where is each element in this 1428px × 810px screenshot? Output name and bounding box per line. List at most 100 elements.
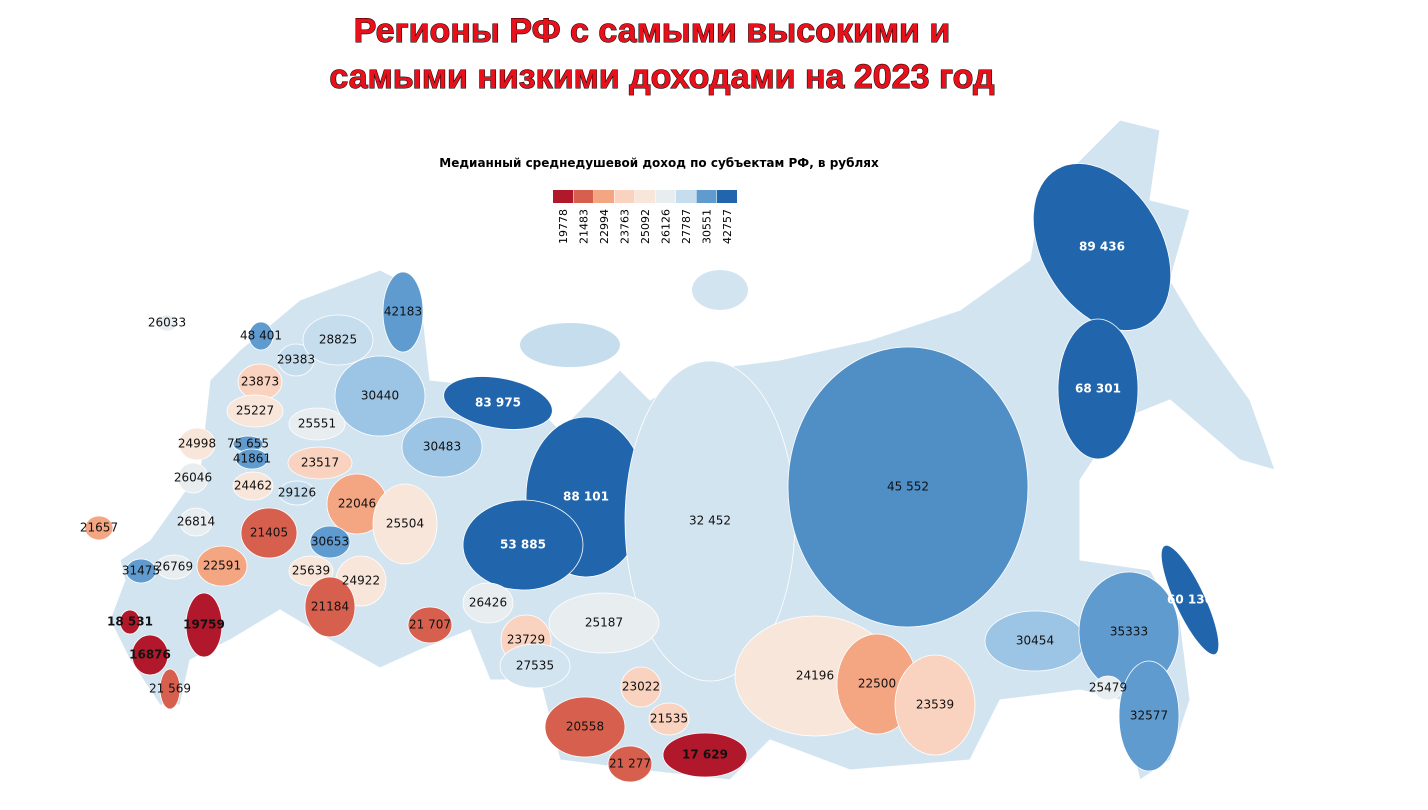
region-label: 26814	[177, 515, 215, 529]
region-label: 21535	[650, 712, 688, 726]
region	[787, 346, 1029, 628]
region-label: 30483	[423, 440, 461, 454]
region	[382, 271, 424, 353]
region	[1093, 675, 1123, 701]
region-label: 21405	[250, 526, 288, 540]
region-label: 20558	[566, 720, 604, 734]
region-label: 45 552	[887, 480, 929, 494]
region-label: 25227	[236, 404, 274, 418]
region	[240, 507, 298, 559]
region	[232, 471, 274, 501]
region-label: 21 707	[409, 618, 451, 632]
region	[302, 314, 374, 366]
region	[544, 696, 626, 758]
region-label: 18 531	[107, 615, 153, 629]
region	[278, 480, 316, 506]
region	[235, 448, 269, 470]
region	[196, 545, 248, 587]
region	[185, 592, 223, 658]
legend-swatch	[553, 190, 573, 203]
region	[462, 499, 584, 591]
legend-title: Медианный среднедушевой доход по субъект…	[439, 156, 879, 170]
region-label: 21184	[311, 600, 349, 614]
region	[462, 582, 514, 624]
region-label: 24196	[796, 669, 834, 683]
legend-label: 30551	[701, 209, 714, 244]
region-label: 17 629	[682, 748, 728, 762]
map: 26033 48 401 29383 28825 42183 23873 25227 3044…	[80, 119, 1276, 783]
region-label: 29126	[278, 486, 316, 500]
region-label: 25187	[585, 616, 623, 630]
legend-label: 25092	[639, 209, 652, 244]
region-label: 89 436	[1079, 240, 1125, 254]
region	[287, 446, 353, 480]
region-label: 24462	[234, 479, 272, 493]
legend-label: 23763	[619, 209, 632, 244]
island	[520, 323, 620, 367]
region	[1032, 163, 1172, 331]
region-label: 19759	[183, 618, 225, 632]
region	[84, 515, 114, 541]
legend-label: 42757	[721, 209, 734, 244]
region	[226, 394, 284, 428]
region	[648, 702, 690, 736]
region-label: 35333	[1110, 625, 1148, 639]
region-label: 32 452	[689, 514, 731, 528]
region-label: 23022	[622, 680, 660, 694]
region-label: 21 277	[609, 757, 651, 771]
region-label: 23517	[301, 456, 339, 470]
region-label: 23729	[507, 633, 545, 647]
legend-label: 21483	[578, 209, 591, 244]
legend-swatch	[635, 190, 655, 203]
region-label: 60 136	[1167, 593, 1213, 607]
region	[499, 643, 571, 689]
region-label: 26033	[148, 316, 186, 330]
region	[155, 554, 193, 580]
region	[309, 525, 351, 559]
region-label: 24998	[178, 437, 216, 451]
title-line: самыми низкими доходами на 2023 год	[329, 58, 994, 96]
region-label: 75 655	[227, 437, 269, 451]
region-label: 25551	[298, 417, 336, 431]
region-label: 29383	[277, 353, 315, 367]
legend-swatch	[655, 190, 676, 203]
island	[692, 270, 748, 310]
region	[334, 355, 426, 437]
region	[179, 507, 213, 537]
legend-swatch	[594, 190, 614, 203]
region	[1160, 544, 1220, 656]
region-label: 22500	[858, 677, 896, 691]
legend: 19778 21483 22994 23763 25092 26126 27787 30551…	[553, 190, 737, 244]
region	[894, 654, 976, 756]
legend-swatch	[717, 190, 737, 203]
region	[548, 592, 660, 654]
region	[620, 666, 662, 708]
legend-swatch	[573, 190, 594, 203]
region-label: 26046	[174, 471, 212, 485]
region	[288, 407, 346, 441]
legend-swatch	[676, 190, 696, 203]
region-label: 68 301	[1075, 382, 1121, 396]
region	[1057, 318, 1139, 460]
region	[443, 376, 553, 430]
region-label: 31475	[122, 564, 160, 578]
region-label: 21657	[80, 521, 118, 535]
legend-label: 22994	[598, 209, 611, 244]
region	[159, 668, 181, 710]
region-label: 22591	[203, 559, 241, 573]
region	[662, 732, 748, 778]
region-label: 42183	[384, 305, 422, 319]
region-label: 23873	[241, 375, 279, 389]
region-label: 26426	[469, 596, 507, 610]
region-label: 41861	[233, 452, 271, 466]
region	[304, 576, 356, 638]
legend-label: 19778	[557, 209, 570, 244]
legend-label: 27787	[680, 209, 693, 244]
region-label: 32577	[1130, 709, 1168, 723]
region	[131, 634, 169, 676]
region-label: 30653	[311, 535, 349, 549]
region-label: 27535	[516, 659, 554, 673]
region	[277, 343, 315, 377]
legend-label: 26126	[660, 209, 673, 244]
